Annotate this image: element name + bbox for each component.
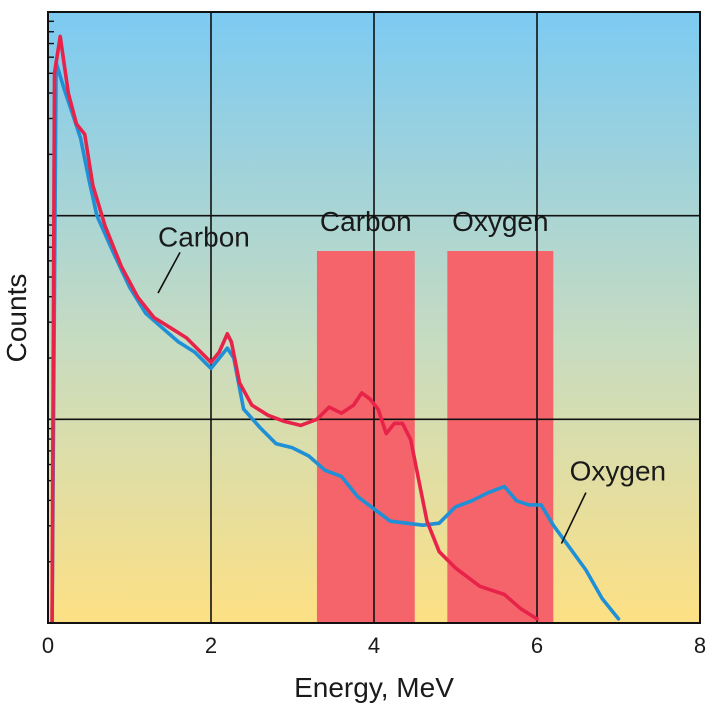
series-line-oxygen bbox=[50, 61, 621, 623]
energy-windows: Carbon Oxygen bbox=[316, 206, 554, 623]
plot-frame bbox=[47, 11, 701, 624]
annotations: Carbon Oxygen bbox=[157, 221, 667, 544]
grid bbox=[48, 12, 700, 623]
band-carbon bbox=[316, 251, 415, 623]
x-tick-label: 2 bbox=[205, 633, 217, 658]
x-tick-labels: 0 2 4 6 8 bbox=[42, 633, 706, 658]
x-axis-title: Energy, MeV bbox=[294, 672, 454, 703]
annotation-leader-carbon bbox=[157, 251, 181, 294]
annotation-oxygen: Oxygen bbox=[570, 455, 667, 486]
x-tick-label: 0 bbox=[42, 633, 54, 658]
x-tick-label: 4 bbox=[368, 633, 380, 658]
x-tick-label: 8 bbox=[694, 633, 706, 658]
series bbox=[50, 34, 621, 623]
annotation-carbon: Carbon bbox=[158, 221, 250, 252]
series-line-carbon bbox=[50, 34, 539, 623]
band-oxygen bbox=[447, 251, 554, 623]
y-axis-title: Counts bbox=[1, 274, 32, 363]
band-label-carbon: Carbon bbox=[320, 206, 412, 237]
band-label-oxygen: Oxygen bbox=[452, 206, 549, 237]
x-tick-label: 6 bbox=[531, 633, 543, 658]
annotation-leader-oxygen bbox=[560, 492, 587, 544]
